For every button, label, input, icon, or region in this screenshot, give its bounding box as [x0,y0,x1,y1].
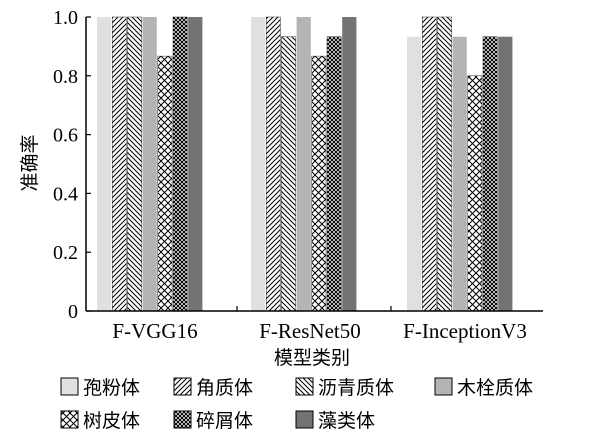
y-axis: 0 0.2 0.4 0.6 0.8 1.0 [53,7,91,323]
bar-3-3 [437,16,452,312]
bar-3-2 [422,16,437,312]
legend-label: 角质体 [196,377,253,399]
y-tick-label: 0.6 [53,125,78,147]
y-axis-title: 准确率 [19,134,41,191]
legend-swatch [173,410,192,429]
legend-item: 藻类体 [295,410,375,432]
y-tick-label: 0.2 [53,242,78,264]
bar-3-6 [482,36,498,312]
bar-1-7 [188,17,203,311]
bars [97,16,513,312]
bar-3-4 [452,36,467,311]
legend-item: 碎屑体 [173,410,253,432]
bar-2-1 [251,17,266,311]
bar-2-5 [311,55,327,312]
legend-swatch [434,377,453,396]
bar-2-3 [281,36,296,312]
bar-1-6 [172,16,188,312]
x-axis-title: 模型类别 [274,347,350,369]
bar-3-5 [467,75,483,312]
legend-swatch [60,410,79,429]
x-axis: F-VGG16 F-ResNet50 F-InceptionV3 [86,306,543,343]
bar-2-2 [266,16,281,312]
bar-1-2 [111,16,127,312]
y-tick-label: 1.0 [53,7,78,29]
x-tick-label: F-VGG16 [112,319,197,343]
legend-item: 木栓质体 [434,377,533,399]
y-tick-label: 0.4 [53,183,78,205]
legend-swatch [295,377,314,396]
bar-1-5 [157,55,173,312]
bar-2-7 [342,17,357,311]
legend-label: 木栓质体 [457,377,533,399]
legend-item: 角质体 [173,377,253,399]
legend-swatch [295,410,314,429]
y-tick-label: 0.8 [53,66,78,88]
bar-1-1 [97,17,112,311]
plot-area: 0 0.2 0.4 0.6 0.8 1.0 F-VGG16 F-ResNet50 F-Ince… [53,7,543,343]
y-tick-label: 0 [68,301,78,323]
legend-item: 树皮体 [60,410,140,432]
legend-label: 碎屑体 [196,410,253,432]
legend-label: 沥青质体 [318,377,394,399]
bar-1-4 [142,17,157,311]
legend-swatch [60,377,79,396]
legend-item: 沥青质体 [295,377,394,399]
bar-3-1 [407,36,422,311]
x-tick-label: F-InceptionV3 [403,319,527,343]
x-tick-label: F-ResNet50 [259,319,361,343]
bar-2-4 [296,17,311,311]
legend-label: 藻类体 [318,410,375,432]
bar-2-6 [326,36,342,312]
legend-item: 孢粉体 [60,377,140,399]
legend-swatch [173,377,192,396]
legend-label: 孢粉体 [83,377,140,399]
legend-label: 树皮体 [83,410,140,432]
bar-3-7 [498,36,513,311]
bar-1-3 [127,16,142,312]
